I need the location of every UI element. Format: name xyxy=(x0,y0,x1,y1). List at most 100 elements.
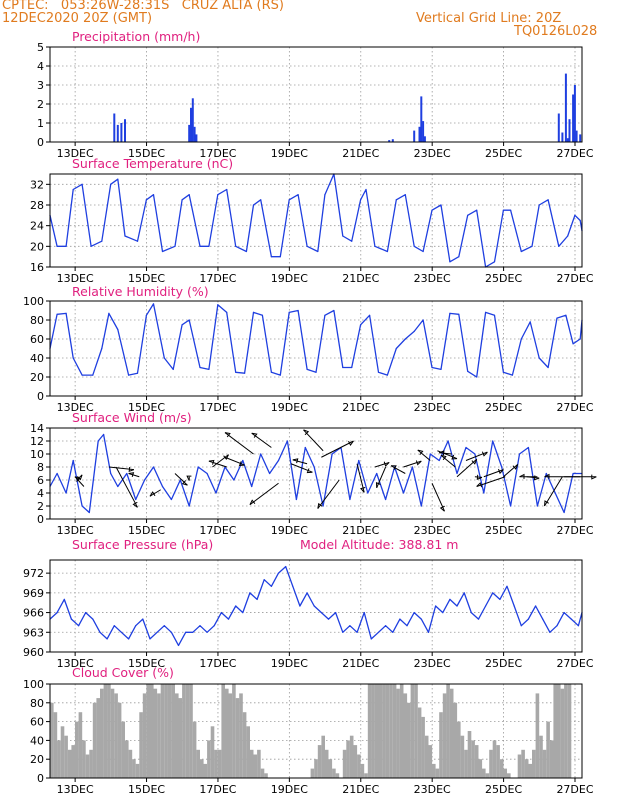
data-point xyxy=(152,194,155,196)
cloud-bar xyxy=(482,768,486,778)
cloud-bar xyxy=(532,749,536,778)
cloud-bar xyxy=(471,740,475,778)
cloud-bar xyxy=(310,768,315,778)
wind-arrowhead xyxy=(132,501,138,508)
precip-bar xyxy=(561,132,564,142)
cloud-bar xyxy=(242,712,247,778)
cloud-bar xyxy=(328,759,333,778)
data-point xyxy=(572,343,574,345)
data-point xyxy=(78,625,80,627)
data-point xyxy=(126,472,128,475)
panel-frame xyxy=(49,427,583,520)
cloud-bar xyxy=(103,684,108,778)
data-point xyxy=(188,319,190,321)
data-point xyxy=(463,592,465,594)
data-point xyxy=(172,368,174,370)
data-point xyxy=(65,492,67,494)
data-point xyxy=(251,485,253,488)
cloud-bar xyxy=(460,735,465,778)
y-tick-label: 28 xyxy=(30,199,44,212)
data-point xyxy=(217,304,219,306)
model-altitude-annotation: Model Altitude: 388.81 m xyxy=(300,537,458,552)
cloud-bar xyxy=(324,749,329,778)
data-point xyxy=(217,194,219,196)
cloud-bar xyxy=(50,702,54,778)
cloud-bar xyxy=(353,745,358,778)
data-point xyxy=(413,245,415,247)
data-point xyxy=(170,631,172,633)
cloud-bar xyxy=(150,684,154,778)
cloud-bar xyxy=(92,702,97,778)
data-point xyxy=(342,366,344,369)
cloud-bar xyxy=(207,740,211,778)
cloud-bar xyxy=(421,716,425,778)
wind-arrow xyxy=(440,454,456,468)
wind-arrowhead xyxy=(439,505,445,512)
y-tick-label: 8 xyxy=(37,461,44,474)
data-point xyxy=(476,376,478,378)
x-tick-label: 13DEC xyxy=(57,657,94,670)
x-tick-label: 23DEC xyxy=(414,657,451,670)
data-point xyxy=(513,605,515,607)
cloud-bar xyxy=(139,712,143,778)
wind-arrow xyxy=(208,460,227,468)
data-point xyxy=(81,505,83,507)
data-point xyxy=(136,372,139,374)
data-point xyxy=(286,440,288,442)
cloud-bar xyxy=(314,759,318,778)
cloud-bar xyxy=(374,684,379,778)
data-point xyxy=(374,245,376,247)
data-point xyxy=(431,366,433,369)
precip-bar xyxy=(566,138,569,142)
y-tick-label: 960 xyxy=(23,646,44,659)
data-point xyxy=(279,374,281,376)
data-point xyxy=(120,631,122,633)
data-point xyxy=(170,498,172,501)
data-point xyxy=(420,505,422,507)
data-point xyxy=(124,235,126,237)
data-point xyxy=(377,631,380,633)
series-line xyxy=(49,173,583,268)
data-point xyxy=(110,183,112,185)
data-point xyxy=(261,314,263,316)
data-point xyxy=(90,245,92,247)
cloud-bar xyxy=(182,684,186,778)
y-tick-label: 4 xyxy=(37,487,44,500)
cloud-bar xyxy=(82,740,86,778)
x-tick-label: 21DEC xyxy=(342,524,379,537)
cloud-bar xyxy=(142,693,147,778)
wind-arrowhead xyxy=(77,474,83,481)
data-point xyxy=(404,338,406,340)
data-point xyxy=(128,374,130,376)
y-tick-label: 40 xyxy=(30,352,44,365)
y-tick-label: 4 xyxy=(37,60,44,73)
precip-bar xyxy=(190,107,192,142)
cloud-bar xyxy=(524,759,529,778)
data-point xyxy=(81,374,83,376)
data-point xyxy=(386,250,388,253)
data-point xyxy=(356,631,358,633)
cloud-bar xyxy=(71,745,75,778)
data-point xyxy=(233,479,235,481)
data-point xyxy=(510,505,512,507)
cloud-bar xyxy=(125,740,129,778)
data-point xyxy=(145,314,147,316)
data-point xyxy=(413,612,415,614)
cloud-bar xyxy=(439,712,443,778)
data-point xyxy=(145,199,147,201)
data-point xyxy=(502,209,504,211)
x-tick-label: 25DEC xyxy=(485,524,522,537)
x-tick-label: 25DEC xyxy=(485,783,522,796)
data-point xyxy=(101,240,103,242)
wind-arrow xyxy=(224,456,245,466)
wind-arrow xyxy=(317,479,340,509)
data-point xyxy=(181,199,183,201)
wind-arrowhead xyxy=(74,476,81,482)
data-point xyxy=(56,313,58,315)
cloud-bar xyxy=(175,693,179,778)
data-point xyxy=(315,371,317,373)
precip-bar xyxy=(568,119,571,142)
data-point xyxy=(279,256,281,258)
precip-bar xyxy=(116,124,119,142)
y-tick-label: 80 xyxy=(30,697,44,710)
